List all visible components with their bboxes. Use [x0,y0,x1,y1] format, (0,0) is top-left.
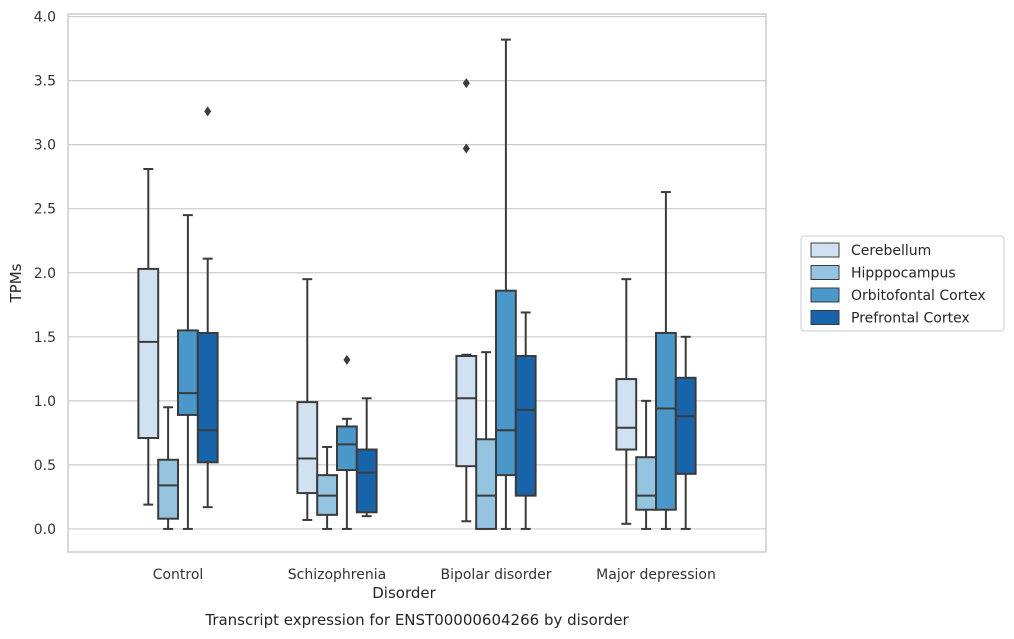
y-tick-label: 3.0 [34,138,56,154]
legend-label: Hipppocampus [851,266,956,282]
box-1-3 [635,399,658,530]
outlier-point [462,143,470,154]
box-3-1 [355,397,378,518]
box-2-2 [495,38,517,530]
legend-frame [800,235,1005,332]
y-tick-label: 4.0 [34,10,56,26]
box-body [514,355,537,497]
legend-label: Orbitofontal Cortex [851,288,986,304]
box-0-3 [615,278,638,525]
legend-label: Cerebellum [851,243,931,259]
outlier-point [462,78,470,89]
x-axis-title: Disorder [372,584,436,602]
box-body [296,401,319,495]
box-3-2 [514,311,537,530]
outlier-point [343,354,351,365]
box-body [655,331,677,511]
box-2-3 [655,191,677,530]
legend-swatch [810,265,840,280]
box-body [196,331,219,464]
y-tick-label: 2.0 [34,266,56,282]
x-tick-label: Control [153,567,204,583]
y-tick-label: 3.5 [34,74,56,90]
box-2-0 [177,214,199,530]
box-body [137,267,160,439]
box-series [137,38,697,530]
box-0-1 [296,278,319,521]
x-tick-label: Schizophrenia [288,567,386,583]
x-tick-label: Bipolar disorder [440,567,551,583]
box-body [495,289,517,477]
y-tick-label: 1.5 [34,330,56,346]
y-axis-ticks: 0.0 0.5 1.0 1.5 2.0 2.5 3.0 3.5 4.0 [34,10,56,538]
y-tick-label: 1.0 [34,394,56,410]
y-tick-label: 2.5 [34,202,56,218]
box-body [336,425,358,472]
box-0-0 [137,167,160,506]
box-body [475,438,498,530]
y-axis-title: TPMs [7,263,25,303]
box-1-0 [157,406,179,530]
legend-swatch [810,242,840,258]
legend: Cerebellum Hipppocampus Orbitofontal Corte… [800,235,1005,332]
box-body [455,355,478,468]
outlier-point [204,106,212,117]
box-body [355,448,378,514]
box-body [177,329,199,416]
y-tick-label: 0.0 [34,522,56,538]
box-body [674,376,697,475]
y-tick-label: 0.5 [34,458,56,474]
chart-caption: Transcript expression for ENST0000060426… [204,611,629,629]
box-body [615,378,638,451]
x-axis-ticks: Control Schizophrenia Bipolar disorder Majo… [153,567,716,583]
plot-frame [67,13,767,553]
box-0-2 [455,78,478,523]
box-3-0 [196,106,219,509]
box-body [157,458,179,520]
legend-label: Prefrontal Cortex [851,311,970,327]
box-1-1 [316,445,339,530]
legend-swatch [810,287,840,303]
x-tick-label: Major depression [596,567,716,583]
box-3-3 [674,335,697,530]
legend-swatch [810,310,840,325]
box-1-2 [475,351,498,530]
box-body [635,456,658,511]
box-2-1 [336,354,358,530]
